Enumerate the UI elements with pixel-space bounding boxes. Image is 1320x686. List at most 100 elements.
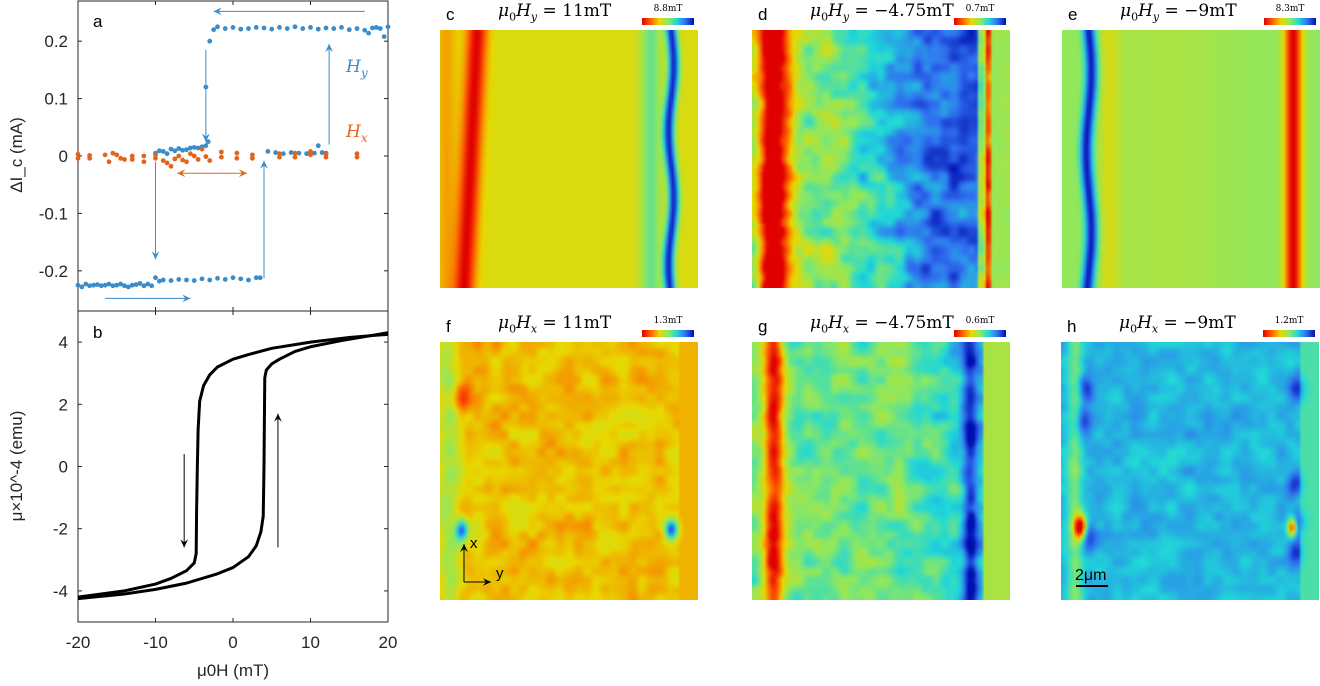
mu-symbol: μ bbox=[810, 313, 822, 333]
subscript: 0 bbox=[509, 322, 517, 336]
hx-point bbox=[129, 157, 135, 162]
hy-point bbox=[122, 283, 127, 289]
panel-a-chart: -0.2 -0.1 0 0.1 0.2 bbox=[39, 0, 391, 312]
hx-point bbox=[141, 159, 147, 165]
panel-b-letter: b bbox=[93, 323, 102, 342]
field-direction: x bbox=[1151, 322, 1159, 336]
field-map-h bbox=[1061, 342, 1319, 600]
hy-point bbox=[98, 283, 104, 289]
hy-point bbox=[145, 281, 151, 287]
panel-letter-g: g bbox=[758, 317, 768, 336]
hy-point bbox=[110, 283, 116, 289]
hx-point bbox=[153, 155, 158, 161]
hy-point bbox=[265, 149, 271, 154]
colorbar-label-e: 8.3mT bbox=[1275, 4, 1305, 14]
hy-point bbox=[114, 282, 120, 288]
descending-arrow-head bbox=[180, 539, 189, 548]
hy-point bbox=[75, 282, 81, 288]
panel-a-letter: a bbox=[93, 12, 103, 31]
hx-point bbox=[164, 160, 170, 166]
hx-point bbox=[292, 154, 298, 160]
mu-symbol: μ bbox=[810, 1, 822, 21]
colorbar-label-c: 8.8mT bbox=[653, 4, 683, 14]
hy-point bbox=[370, 25, 375, 31]
hy-point bbox=[133, 282, 139, 287]
hx-point bbox=[218, 154, 224, 160]
colorbar-e bbox=[1264, 18, 1316, 25]
hy-point bbox=[246, 277, 251, 283]
y-tick-label: 0 bbox=[59, 147, 68, 166]
hy-point bbox=[230, 25, 236, 30]
hysteresis-ascending bbox=[77, 331, 389, 601]
hy-point bbox=[261, 25, 267, 31]
hx-point bbox=[308, 149, 313, 154]
colorbar-g bbox=[954, 330, 1006, 337]
hy-point bbox=[172, 148, 178, 154]
hy-point bbox=[195, 145, 201, 151]
field-value: = −9mT bbox=[1164, 1, 1237, 21]
hx-point bbox=[110, 150, 116, 156]
hx-point bbox=[207, 158, 213, 163]
hy-point bbox=[319, 150, 325, 155]
panel-title-d: μ0Hy = −4.75mT bbox=[810, 1, 954, 23]
hy-point bbox=[125, 284, 131, 290]
hy-point bbox=[253, 25, 259, 30]
field-map-f bbox=[440, 342, 698, 600]
hy-point bbox=[346, 27, 352, 33]
hx-point bbox=[249, 155, 255, 161]
hy-point bbox=[137, 281, 143, 286]
hy-point bbox=[339, 25, 344, 30]
panel-title-g: μ0Hx = −4.75mT bbox=[810, 313, 954, 335]
hy-point bbox=[246, 26, 251, 31]
hy-point bbox=[168, 278, 174, 283]
y-axis-label: y bbox=[496, 565, 504, 582]
hx-point bbox=[187, 151, 193, 157]
hx-point bbox=[122, 157, 127, 162]
switch-up-arrow-head bbox=[325, 44, 334, 53]
hx-point bbox=[203, 154, 209, 159]
hy-point bbox=[187, 145, 193, 151]
panel-b-xlabel: μ0H (mT) bbox=[197, 661, 269, 680]
colorbar-h bbox=[1263, 330, 1315, 337]
heatmap-d bbox=[752, 30, 1010, 288]
hx-point bbox=[176, 153, 182, 159]
hy-point bbox=[83, 281, 89, 287]
hx-point bbox=[102, 152, 108, 158]
hy-point bbox=[106, 281, 112, 287]
hy-point bbox=[373, 25, 379, 30]
hy-point bbox=[199, 276, 205, 282]
hy-point bbox=[211, 27, 217, 33]
hx-point bbox=[191, 153, 197, 159]
hy-point bbox=[191, 278, 197, 283]
hy-point bbox=[176, 146, 182, 151]
panel-letter-d: d bbox=[758, 5, 768, 24]
hy-point bbox=[331, 26, 337, 31]
x-tick-label: 0 bbox=[228, 633, 237, 652]
field-direction: x bbox=[530, 322, 538, 336]
subscript: 0 bbox=[1131, 10, 1139, 24]
mu-symbol: μ bbox=[1119, 313, 1131, 333]
hy-point bbox=[284, 26, 290, 31]
colorbar-label-f: 1.3mT bbox=[653, 316, 683, 326]
heatmap-e bbox=[1062, 30, 1320, 288]
field-symbol: H bbox=[516, 1, 531, 21]
hy-point bbox=[118, 281, 124, 287]
y-tick-label: 0.2 bbox=[44, 32, 68, 51]
field-value: = −4.75mT bbox=[854, 313, 954, 333]
hx-point bbox=[323, 154, 329, 160]
field-value: = −9mT bbox=[1163, 313, 1236, 333]
hx-sweep-arrow-head bbox=[238, 169, 247, 178]
heatmap-h bbox=[1061, 342, 1319, 600]
y-tick-label: 0 bbox=[59, 458, 68, 477]
ascending-arrow-head bbox=[274, 413, 282, 422]
hx-point bbox=[87, 155, 93, 161]
y-tick-label: -4 bbox=[53, 582, 68, 601]
panel-letter-h: h bbox=[1067, 317, 1077, 336]
hx-point bbox=[277, 154, 282, 160]
hx-point bbox=[308, 152, 313, 158]
y-tick-label: 0.1 bbox=[44, 90, 68, 109]
hy-point bbox=[184, 147, 189, 153]
